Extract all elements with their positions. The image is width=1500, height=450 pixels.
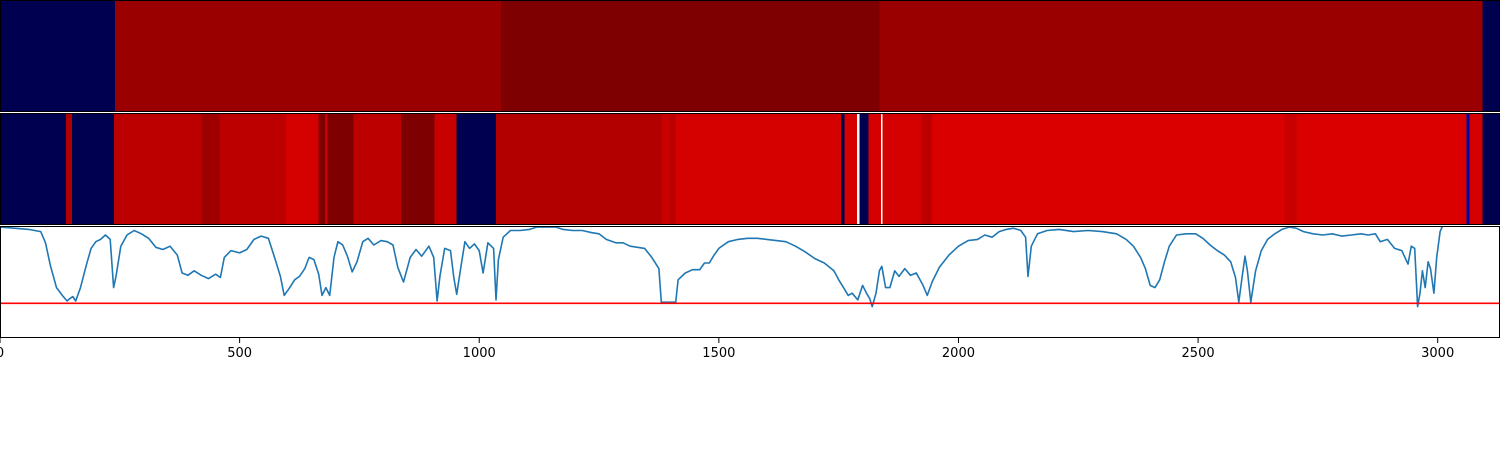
heatmap-bottom-cell-15 — [661, 113, 671, 225]
heatmap-bottom-cell-22 — [868, 113, 882, 225]
heatmap-top-cell-0 — [0, 0, 116, 112]
heatmap-bottom-cell-13 — [456, 113, 497, 225]
heatmap-top-cell-1 — [115, 0, 502, 112]
heatmap-bottom-cell-16 — [669, 113, 677, 225]
heatmap-top-cell-2 — [500, 0, 880, 112]
x-axis: 0 500 1000 1500 2000 2500 3000 — [0, 338, 1454, 361]
heatmap-bottom-cell-7 — [318, 113, 326, 225]
heatmap-bottom-cell-9 — [327, 113, 355, 225]
heatmap-bottom-cell-28 — [1296, 113, 1468, 225]
x-tick-label-0: 0 — [0, 346, 4, 361]
plot-background — [0, 226, 1500, 338]
heatmap-bottom-cell-20 — [856, 113, 860, 225]
x-tick-label-3000: 3000 — [1421, 346, 1454, 361]
heatmap-bottom-cell-10 — [353, 113, 402, 225]
x-tick-label-500: 500 — [227, 346, 252, 361]
heatmap-bottom-cell-21 — [859, 113, 869, 225]
heatmap-bottom-cell-5 — [219, 113, 287, 225]
line-plot — [0, 226, 1500, 338]
heatmap-bottom-cell-1 — [66, 113, 73, 225]
x-tick-label-1500: 1500 — [702, 346, 735, 361]
heatmap-bottom — [0, 113, 1500, 225]
x-tick-label-2500: 2500 — [1182, 346, 1215, 361]
heatmap-bottom-cell-6 — [286, 113, 320, 225]
heatmap-top — [0, 0, 1500, 112]
heatmap-bottom-cell-4 — [201, 113, 221, 225]
heatmap-bottom-cell-17 — [675, 113, 842, 225]
heatmap-bottom-cell-19 — [844, 113, 858, 225]
heatmap-bottom-cell-0 — [0, 113, 67, 225]
series-line — [0, 226, 1444, 308]
heatmap-bottom-cell-29 — [1466, 113, 1470, 225]
heatmap-bottom-cell-25 — [921, 113, 933, 225]
heatmap-bottom-cell-2 — [71, 113, 115, 225]
heatmap-bottom-cell-18 — [841, 113, 846, 225]
heatmap-bottom-cell-3 — [114, 113, 202, 225]
heatmap-bottom-cell-11 — [401, 113, 436, 225]
heatmap-bottom-cell-30 — [1469, 113, 1483, 225]
heatmap-bottom-cell-23 — [880, 113, 883, 225]
heatmap-bottom-cell-8 — [324, 113, 328, 225]
heatmap-top-cell-4 — [1482, 0, 1500, 112]
heatmap-bottom-cell-31 — [1482, 113, 1500, 225]
heatmap-bottom-cell-27 — [1284, 113, 1297, 225]
heatmap-bottom-cell-24 — [882, 113, 923, 225]
x-tick-label-1000: 1000 — [463, 346, 496, 361]
heatmap-bottom-cell-26 — [932, 113, 1285, 225]
heatmap-bottom-cell-12 — [434, 113, 458, 225]
heatmap-bottom-cell-14 — [496, 113, 662, 225]
x-tick-label-2000: 2000 — [942, 346, 975, 361]
heatmap-top-cell-3 — [879, 0, 1483, 112]
